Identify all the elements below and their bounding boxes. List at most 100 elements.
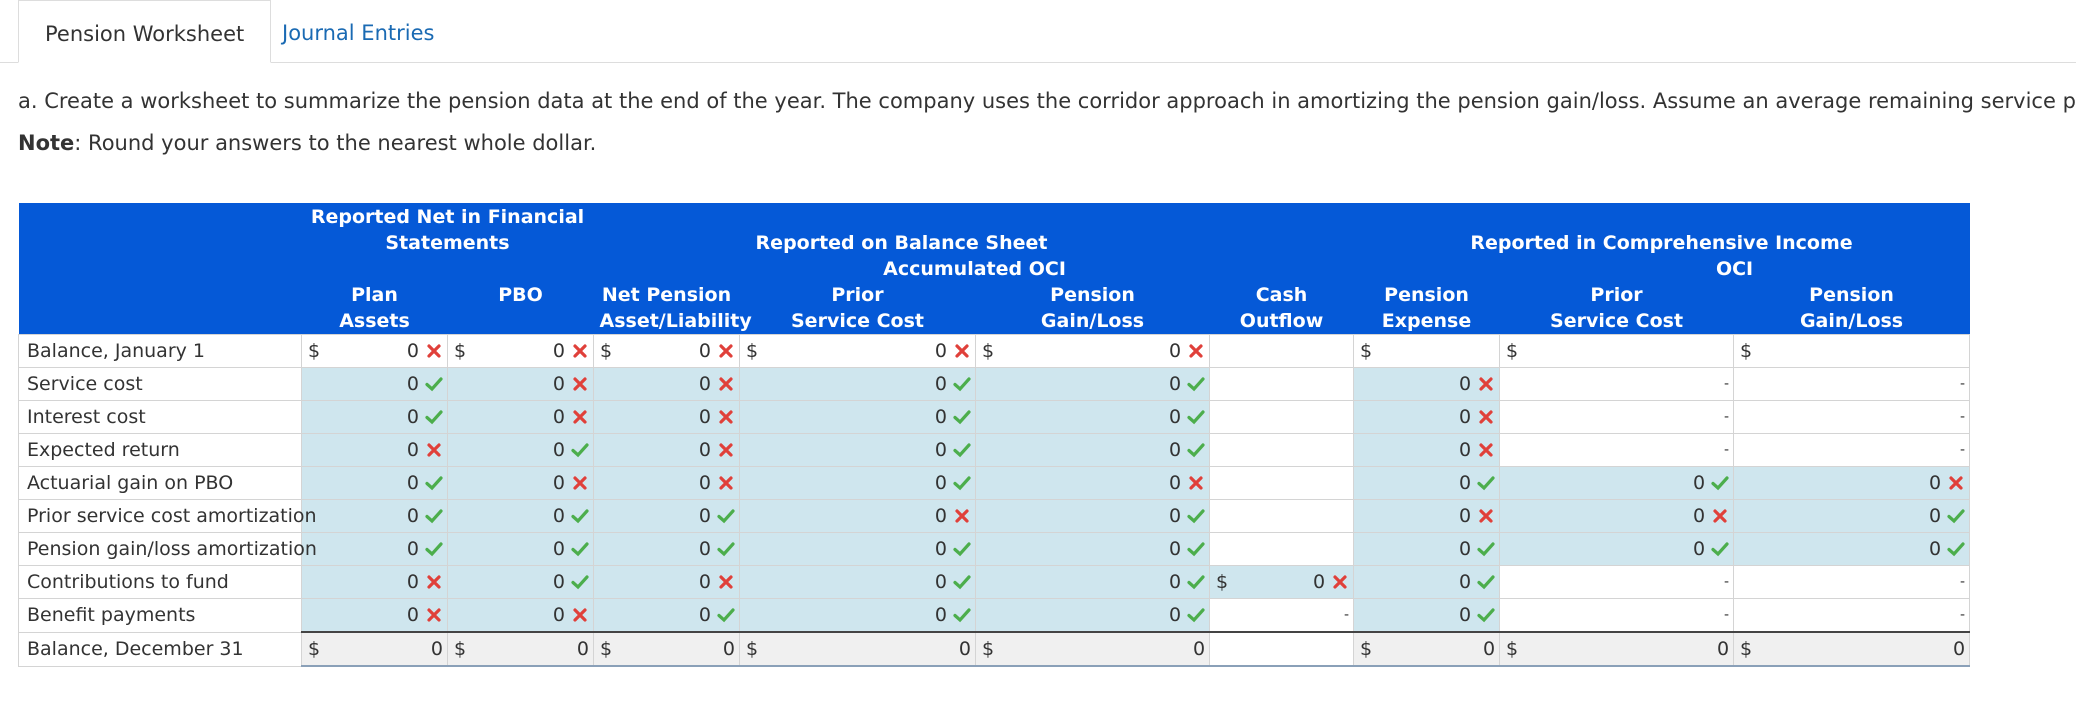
value-cell[interactable]: 0 (301, 565, 448, 599)
value-cell: - (1499, 400, 1735, 434)
icon-shape (719, 575, 733, 589)
tab[interactable]: Journal Entries (282, 21, 435, 45)
cell-value: 0 (934, 505, 947, 527)
value-cell[interactable]: 0 (447, 598, 594, 633)
incorrect-icon (719, 476, 733, 490)
cell-value: 0 (1168, 472, 1182, 494)
tab[interactable]: Pension Worksheet (18, 0, 272, 63)
value-cell[interactable]: 0 (1733, 532, 1971, 566)
value-cell[interactable]: 0 (739, 499, 976, 533)
column-header-line: Service Cost (791, 310, 924, 332)
cell-content: 0 (302, 401, 447, 433)
correct-icon (1947, 542, 1965, 557)
value-cell[interactable]: 0 (1353, 499, 1501, 533)
table-row: Benefit payments 0 0 0 0 0 - 0 - - (18, 598, 1971, 633)
correct-icon (1711, 476, 1729, 491)
value-cell[interactable]: 0 (301, 499, 448, 533)
value-cell[interactable]: 0 (739, 400, 976, 434)
value-cell[interactable]: 0 (301, 367, 448, 401)
correct-icon (1477, 608, 1495, 623)
value-cell[interactable]: 0 (974, 466, 1211, 500)
cell-value: 0 (934, 340, 947, 362)
value-cell[interactable]: 0 (974, 400, 1211, 434)
subgroup-header: OCI (1499, 256, 1970, 282)
icon-shape (573, 344, 587, 358)
value-cell[interactable]: 0 (1733, 466, 1971, 500)
value-cell[interactable]: 0 (447, 433, 594, 467)
cell-content: 0 (448, 599, 593, 631)
value-cell[interactable]: 0 (974, 532, 1211, 566)
icon-shape (1189, 476, 1203, 490)
value-cell[interactable]: 0 (974, 367, 1211, 401)
value-cell[interactable]: 0 (1733, 499, 1971, 533)
value-cell[interactable]: 0 (301, 598, 448, 633)
column-header: Net Pension Asset/Liability (593, 282, 752, 335)
value-cell[interactable]: 0 (974, 499, 1211, 533)
value-cell[interactable]: 0 (974, 433, 1211, 467)
icon-shape (1187, 410, 1205, 425)
cell-content: 0 (448, 434, 593, 466)
value-cell[interactable]: 0 (447, 532, 594, 566)
column-header-line: Pension (1050, 284, 1135, 306)
table-header: Reported Net in Financial Statements Repo… (18, 203, 1970, 335)
value-cell[interactable]: 0 (447, 367, 594, 401)
cell-content: - (1500, 368, 1733, 400)
cell-value: 0 (1458, 406, 1472, 428)
value-cell[interactable]: 0 (1499, 532, 1735, 566)
value-cell[interactable]: 0 (593, 598, 740, 633)
value-cell[interactable]: 0 (1353, 400, 1501, 434)
cell-value: 0 (552, 439, 565, 461)
header-blank (18, 256, 740, 282)
table-row: Actuarial gain on PBO 0 0 0 0 0 0 0 0 (18, 466, 1971, 500)
value-cell[interactable]: 0 (301, 433, 448, 467)
value-cell[interactable]: 0 (301, 532, 448, 566)
value-cell: $ (1499, 334, 1735, 368)
note-text: : Round your answers to the nearest whol… (74, 131, 597, 155)
icon-shape (955, 344, 969, 358)
row-label: Balance, December 31 (18, 631, 302, 667)
correct-icon (717, 509, 735, 524)
value-cell[interactable]: 0 (739, 565, 976, 599)
value-cell[interactable]: 0 (1353, 532, 1501, 566)
value-cell[interactable]: 0 (739, 532, 976, 566)
cell-value: 0 (406, 406, 419, 428)
column-header: Pension Gain/Loss (1733, 282, 1970, 335)
cell-value: 0 (1458, 373, 1472, 395)
value-cell[interactable]: 0 (593, 466, 740, 500)
icon-shape (717, 542, 735, 557)
value-cell[interactable]: $0 (1209, 565, 1355, 599)
value-cell[interactable]: 0 (301, 466, 448, 500)
value-cell[interactable]: 0 (739, 433, 976, 467)
cell-content: $0 (740, 335, 975, 367)
value-cell[interactable]: 0 (974, 565, 1211, 599)
value-cell: $0 (1353, 631, 1501, 667)
value-cell[interactable]: 0 (447, 565, 594, 599)
value-cell[interactable]: 0 (593, 367, 740, 401)
value-cell[interactable]: 0 (447, 499, 594, 533)
correct-icon (425, 476, 443, 491)
value-cell[interactable]: 0 (301, 400, 448, 434)
cell-value: 0 (430, 638, 443, 660)
value-cell[interactable]: 0 (1353, 433, 1501, 467)
value-cell[interactable]: 0 (1353, 466, 1501, 500)
value-cell[interactable]: 0 (593, 499, 740, 533)
value-cell[interactable]: 0 (1499, 499, 1735, 533)
cell-content: $0 (1210, 566, 1353, 598)
value-cell[interactable]: 0 (447, 466, 594, 500)
value-cell[interactable]: 0 (593, 400, 740, 434)
cell-content: $0 (448, 335, 593, 367)
value-cell[interactable]: 0 (739, 367, 976, 401)
value-cell[interactable]: 0 (1353, 367, 1501, 401)
value-cell[interactable]: 0 (1353, 565, 1501, 599)
value-cell[interactable]: 0 (739, 598, 976, 633)
value-cell[interactable]: 0 (593, 433, 740, 467)
value-cell[interactable]: 0 (593, 565, 740, 599)
value-cell[interactable]: 0 (974, 598, 1211, 633)
value-cell[interactable]: 0 (1499, 466, 1735, 500)
value-cell[interactable]: 0 (593, 532, 740, 566)
cell-value: - (1959, 607, 1966, 623)
value-cell[interactable]: 0 (447, 400, 594, 434)
value-cell[interactable]: 0 (1353, 598, 1501, 633)
icon-shape (719, 443, 733, 457)
value-cell[interactable]: 0 (739, 466, 976, 500)
